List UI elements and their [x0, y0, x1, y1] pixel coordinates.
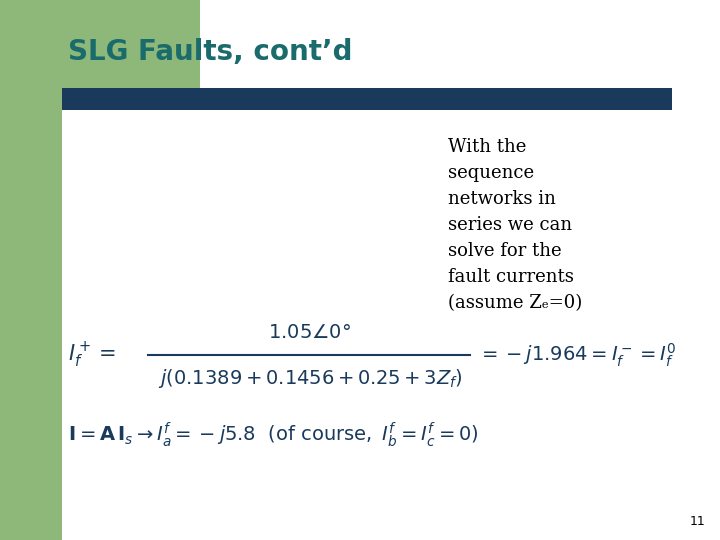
Bar	[0, 0, 200, 90]
Text: (assume Zₑ=0): (assume Zₑ=0)	[448, 294, 582, 312]
Text: solve for the: solve for the	[448, 242, 562, 260]
Text: $=-j1.964=I_f^-=I_f^0$: $=-j1.964=I_f^-=I_f^0$	[478, 341, 676, 369]
Bar	[0, 0, 62, 540]
Text: SLG Faults, cont’d: SLG Faults, cont’d	[68, 38, 353, 66]
Text: $I_f^+=$: $I_f^+=$	[68, 340, 116, 370]
Bar	[62, 88, 672, 110]
Text: With the: With the	[448, 138, 526, 156]
Text: $j(0.1389+0.1456+0.25+3Z_f)$: $j(0.1389+0.1456+0.25+3Z_f)$	[158, 368, 462, 390]
Text: fault currents: fault currents	[448, 268, 574, 286]
Text: $\mathbf{I}=\mathbf{A}\,\mathbf{I}_s \rightarrow I_a^f=-j5.8$$\ \mathrm{\ (of\ c: $\mathbf{I}=\mathbf{A}\,\mathbf{I}_s \ri…	[68, 421, 479, 449]
Text: 11: 11	[689, 515, 705, 528]
Text: networks in: networks in	[448, 190, 556, 208]
Text: $1.05\angle0°$: $1.05\angle0°$	[269, 324, 351, 342]
Text: series we can: series we can	[448, 216, 572, 234]
Text: sequence: sequence	[448, 164, 534, 182]
